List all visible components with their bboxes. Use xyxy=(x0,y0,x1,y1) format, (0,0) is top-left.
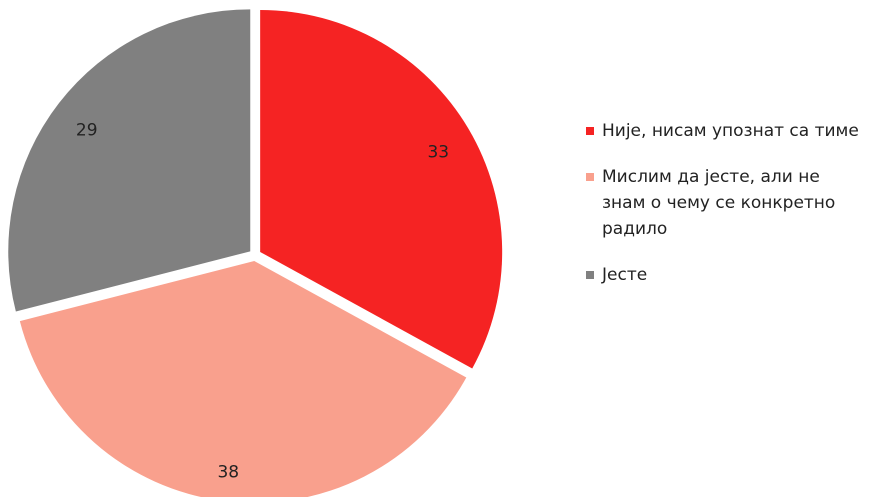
legend-item: Није, нисам упознат са тиме xyxy=(586,118,866,144)
legend-item: Јесте xyxy=(586,262,866,288)
legend-swatch xyxy=(586,127,594,135)
pie-slice xyxy=(8,9,251,312)
legend-swatch xyxy=(586,173,594,181)
pie-slice xyxy=(19,260,467,497)
legend-swatch xyxy=(586,271,594,279)
legend-label: Јесте xyxy=(602,265,648,285)
legend-item: Мислим да јесте, али не знам о чему се к… xyxy=(586,164,866,242)
data-label: 29 xyxy=(76,120,98,140)
legend-label: Мислим да јесте, али не знам о чему се к… xyxy=(602,167,836,239)
data-label: 33 xyxy=(427,143,449,163)
pie-slice xyxy=(260,9,503,369)
data-label: 38 xyxy=(217,462,239,482)
legend-label: Није, нисам упознат са тиме xyxy=(602,121,859,141)
legend: Није, нисам упознат са тиме Мислим да јес… xyxy=(586,118,866,308)
